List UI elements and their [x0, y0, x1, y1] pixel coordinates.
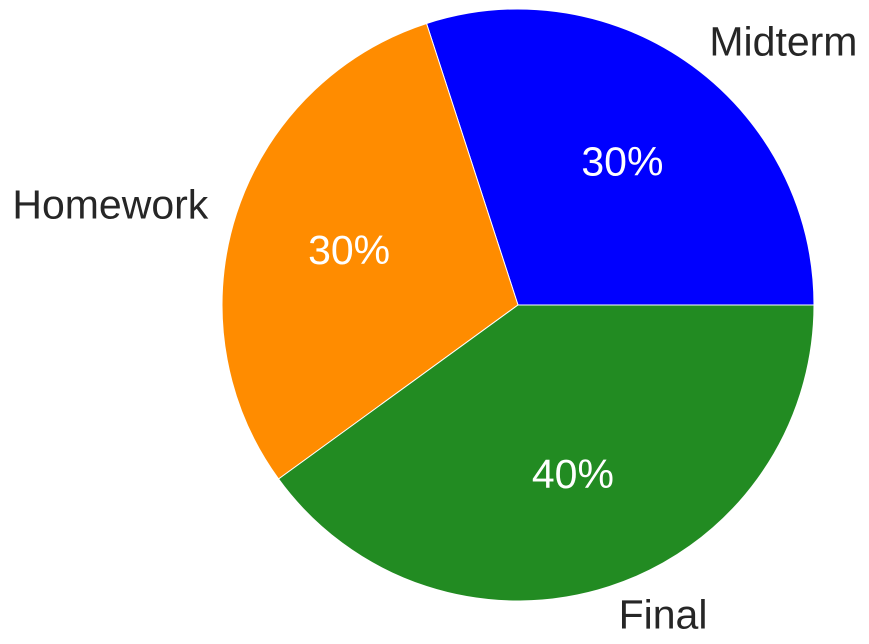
- pie-slices: [221, 8, 815, 602]
- pie-value-label-midterm: 30%: [581, 138, 663, 184]
- pie-slice-homework: [221, 22, 519, 480]
- pie-labels: 30% Midterm 30% Homework 40% Final: [12, 19, 857, 638]
- pie-category-label-final: Final: [619, 592, 708, 638]
- pie-category-label-homework: Homework: [12, 181, 208, 227]
- pie-slice-final: [278, 304, 815, 602]
- pie-value-label-final: 40%: [532, 451, 614, 497]
- pie-category-label-midterm: Midterm: [709, 19, 857, 65]
- pie-value-label-homework: 30%: [308, 227, 390, 273]
- pie-slice-midterm: [426, 8, 815, 306]
